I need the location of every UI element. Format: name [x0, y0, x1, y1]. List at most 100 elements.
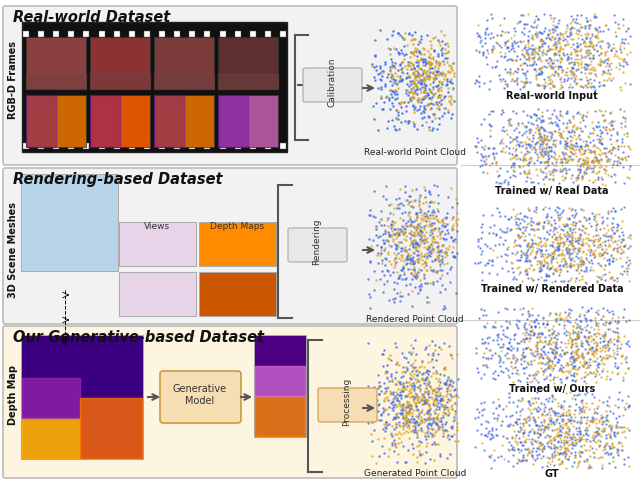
Point — [433, 87, 443, 94]
Point — [559, 321, 569, 329]
Point — [595, 249, 605, 257]
Point — [522, 221, 532, 228]
Point — [399, 230, 409, 238]
Point — [382, 124, 392, 132]
Point — [531, 405, 541, 413]
Point — [601, 152, 611, 160]
Point — [595, 253, 605, 260]
Point — [392, 80, 402, 87]
Point — [607, 307, 617, 315]
Point — [584, 69, 595, 77]
Point — [580, 214, 591, 222]
Point — [579, 214, 589, 221]
Point — [435, 450, 445, 457]
Point — [551, 317, 561, 324]
Point — [573, 390, 584, 398]
Point — [411, 399, 421, 406]
Point — [401, 196, 411, 203]
Point — [451, 216, 461, 224]
Point — [595, 242, 605, 250]
Point — [430, 409, 440, 416]
Point — [623, 24, 634, 32]
Point — [584, 405, 595, 413]
Point — [556, 410, 566, 418]
Point — [570, 142, 580, 149]
Point — [452, 200, 462, 207]
Point — [579, 268, 589, 275]
Point — [428, 278, 438, 286]
Point — [495, 362, 505, 370]
Point — [554, 232, 564, 240]
Point — [588, 160, 598, 167]
Point — [549, 40, 559, 48]
Point — [564, 253, 574, 260]
Point — [606, 442, 616, 450]
Point — [577, 448, 588, 455]
Point — [604, 402, 614, 410]
Point — [583, 77, 593, 84]
Point — [534, 114, 545, 122]
Point — [549, 248, 559, 256]
Point — [559, 441, 570, 448]
Point — [587, 259, 597, 267]
Point — [581, 14, 591, 22]
Point — [403, 58, 413, 66]
Point — [574, 135, 584, 143]
Point — [544, 147, 554, 155]
Point — [532, 257, 542, 265]
Point — [614, 243, 624, 251]
Point — [561, 448, 571, 456]
Point — [604, 393, 614, 401]
Point — [521, 418, 531, 426]
Point — [579, 159, 589, 166]
Point — [397, 58, 408, 66]
Point — [566, 256, 576, 264]
Point — [515, 163, 525, 171]
Point — [504, 318, 514, 325]
Point — [483, 152, 493, 160]
Point — [540, 126, 550, 134]
Point — [391, 114, 401, 122]
Point — [511, 218, 522, 226]
Point — [521, 254, 531, 262]
Point — [616, 49, 626, 56]
Point — [580, 315, 591, 323]
Point — [401, 417, 412, 425]
Point — [380, 58, 390, 66]
Point — [550, 235, 561, 242]
Point — [618, 411, 628, 418]
Point — [408, 273, 419, 281]
Point — [560, 35, 570, 43]
Point — [579, 377, 589, 385]
Point — [507, 75, 517, 82]
Point — [528, 60, 538, 68]
Point — [481, 54, 492, 61]
Point — [445, 234, 456, 241]
Point — [567, 211, 577, 219]
Point — [620, 122, 630, 130]
Point — [621, 424, 632, 431]
Point — [541, 237, 551, 244]
Point — [569, 357, 579, 365]
Point — [543, 364, 554, 372]
Point — [622, 270, 632, 278]
Point — [567, 233, 577, 241]
Point — [440, 72, 450, 80]
Point — [514, 162, 524, 170]
Point — [533, 179, 543, 187]
Point — [563, 142, 573, 150]
Point — [564, 142, 574, 150]
Point — [539, 416, 549, 424]
Point — [511, 151, 521, 159]
Text: Real-world Input: Real-world Input — [506, 91, 598, 101]
Point — [565, 433, 575, 441]
Point — [573, 25, 584, 33]
Point — [602, 67, 612, 74]
Point — [590, 357, 600, 365]
Point — [416, 231, 426, 239]
Point — [574, 234, 584, 241]
Point — [433, 86, 444, 94]
Point — [390, 415, 400, 422]
Point — [487, 46, 497, 54]
Point — [408, 427, 419, 434]
